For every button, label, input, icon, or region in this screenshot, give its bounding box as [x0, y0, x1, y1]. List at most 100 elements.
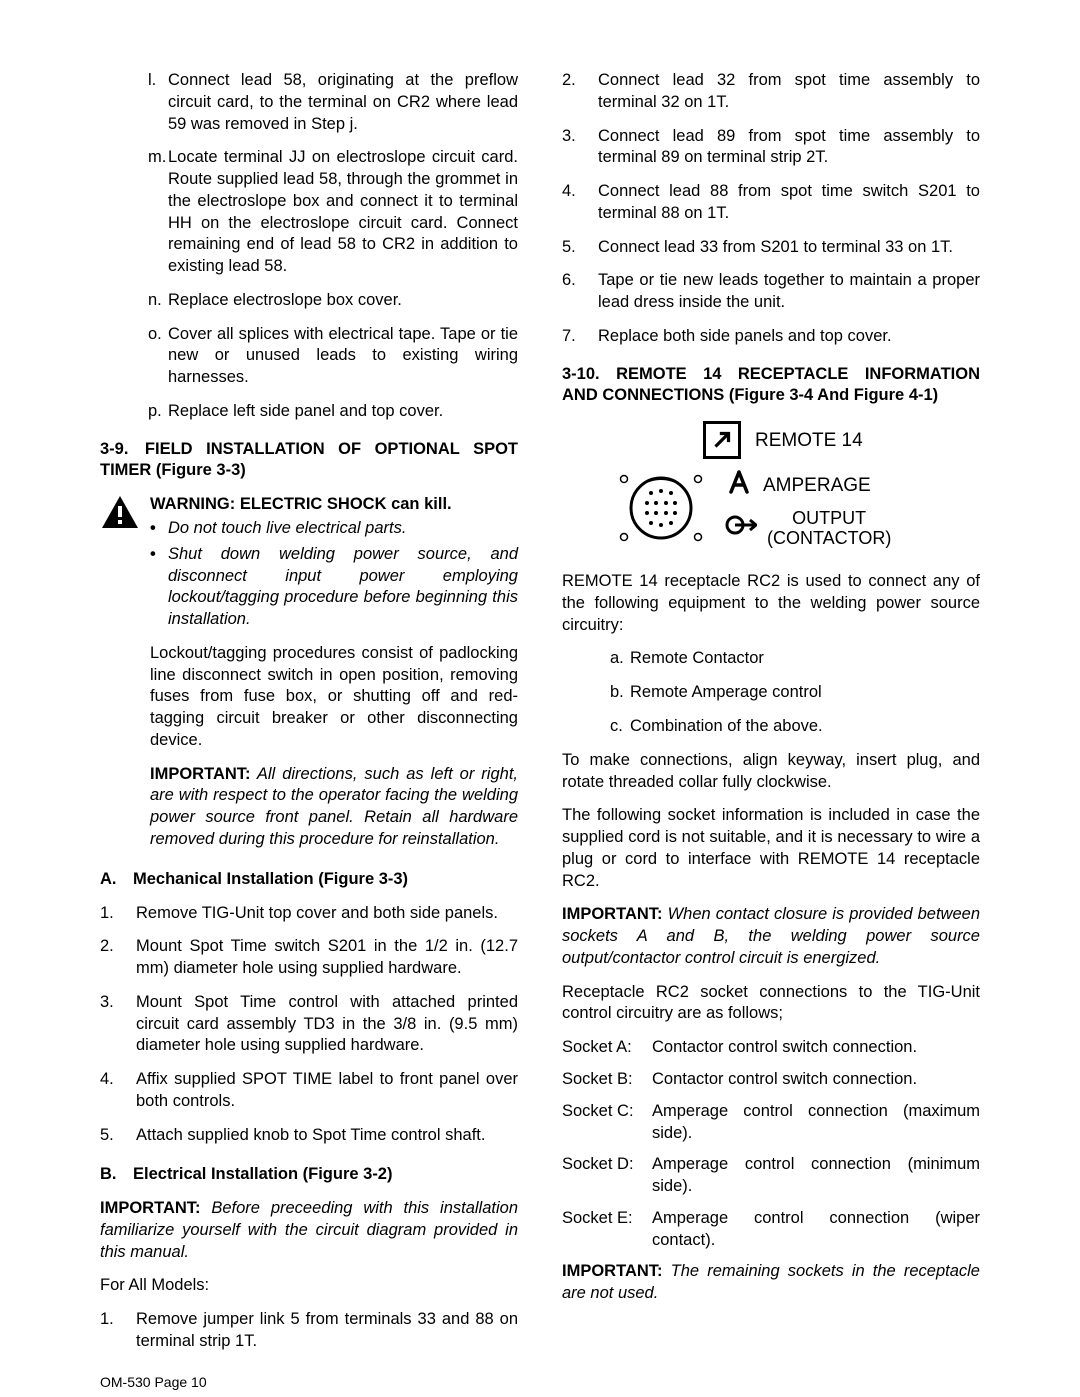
socket-desc: Amperage control connection (maximum sid…	[652, 1101, 980, 1145]
socket-info-intro: The following socket information is incl…	[562, 805, 980, 892]
marker: c.	[594, 716, 630, 738]
list-item: l. Connect lead 58, originating at the p…	[132, 70, 518, 135]
important-electrical: IMPORTANT: Before preceeding with this i…	[100, 1198, 518, 1263]
text: Replace both side panels and top cover.	[598, 326, 980, 348]
marker: 4.	[100, 1069, 136, 1113]
text: Replace electroslope box cover.	[168, 290, 518, 312]
important-directions: IMPORTANT: All directions, such as left …	[150, 764, 518, 851]
list-item: 3. Connect lead 89 from spot time assemb…	[562, 126, 980, 170]
socket-label: Socket D:	[562, 1154, 652, 1198]
remote-desc: REMOTE 14 receptacle RC2 is used to conn…	[562, 571, 980, 636]
list-item: 5. Attach supplied knob to Spot Time con…	[100, 1125, 518, 1147]
warning-title: WARNING: ELECTRIC SHOCK can kill.	[150, 494, 518, 516]
section-heading-3-9: 3-9. FIELD INSTALLATION OF OPTIONAL SPOT…	[100, 439, 518, 483]
socket-row: Socket A: Contactor control switch conne…	[562, 1037, 980, 1059]
text: Mount Spot Time control with attached pr…	[136, 992, 518, 1057]
marker: l.	[132, 70, 168, 135]
lockout-paragraph: Lockout/tagging procedures consist of pa…	[150, 643, 518, 752]
socket-row: Socket D: Amperage control connection (m…	[562, 1154, 980, 1198]
marker: p.	[132, 401, 168, 423]
socket-label: Socket E:	[562, 1208, 652, 1252]
important-closure: IMPORTANT: When contact closure is provi…	[562, 904, 980, 969]
subsection-a: A. Mechanical Installation (Figure 3-3)	[100, 869, 518, 891]
marker: 6.	[562, 270, 598, 314]
remote14-label: REMOTE 14	[755, 428, 863, 453]
marker: a.	[594, 648, 630, 670]
important-label: IMPORTANT:	[562, 1262, 663, 1280]
warning-block: WARNING: ELECTRIC SHOCK can kill. • Do n…	[100, 494, 518, 540]
connection-instructions: To make connections, align keyway, inser…	[562, 750, 980, 794]
marker: 4.	[562, 181, 598, 225]
text: Combination of the above.	[630, 716, 980, 738]
bullet-text: Do not touch live electrical parts.	[168, 518, 406, 540]
list-item: 1. Remove jumper link 5 from terminals 3…	[100, 1309, 518, 1353]
marker: 2.	[562, 70, 598, 114]
text: Tape or tie new leads together to mainta…	[598, 270, 980, 314]
text: Connect lead 88 from spot time switch S2…	[598, 181, 980, 225]
important-label: IMPORTANT:	[562, 905, 663, 923]
warning-bullet: • Do not touch live electrical parts.	[150, 518, 518, 540]
list-item: m. Locate terminal JJ on electroslope ci…	[132, 147, 518, 278]
socket-label: Socket A:	[562, 1037, 652, 1059]
text: Remove jumper link 5 from terminals 33 a…	[136, 1309, 518, 1353]
bullet-dot: •	[150, 544, 162, 631]
socket-label: Socket C:	[562, 1101, 652, 1145]
text: Connect lead 33 from S201 to terminal 33…	[598, 237, 980, 259]
socket-label: Socket B:	[562, 1069, 652, 1091]
list-item: o. Cover all splices with electrical tap…	[132, 324, 518, 389]
warning-icon	[100, 494, 140, 537]
amperage-icon	[725, 468, 753, 503]
list-item: n. Replace electroslope box cover.	[132, 290, 518, 312]
marker: b.	[594, 682, 630, 704]
list-item: 2. Connect lead 32 from spot time assemb…	[562, 70, 980, 114]
list-item: 7. Replace both side panels and top cove…	[562, 326, 980, 348]
socket-desc: Amperage control connection (wiper conta…	[652, 1208, 980, 1252]
important-label: IMPORTANT:	[150, 765, 251, 783]
list-item: 4. Connect lead 88 from spot time switch…	[562, 181, 980, 225]
text: Replace left side panel and top cover.	[168, 401, 518, 423]
text: Attach supplied knob to Spot Time contro…	[136, 1125, 518, 1147]
marker: m.	[132, 147, 168, 278]
left-column: l. Connect lead 58, originating at the p…	[100, 70, 518, 1391]
amperage-label: AMPERAGE	[763, 473, 871, 498]
connector-icon	[611, 463, 711, 553]
list-item: 5. Connect lead 33 from S201 to terminal…	[562, 237, 980, 259]
socket-row: Socket E: Amperage control connection (w…	[562, 1208, 980, 1252]
marker: 5.	[562, 237, 598, 259]
remote14-diagram: REMOTE 14	[611, 421, 931, 553]
marker: 3.	[562, 126, 598, 170]
list-item: 2. Mount Spot Time switch S201 in the 1/…	[100, 936, 518, 980]
text: Connect lead 89 from spot time assembly …	[598, 126, 980, 170]
page-footer: OM-530 Page 10	[100, 1373, 518, 1391]
marker: 7.	[562, 326, 598, 348]
socket-table: Socket A: Contactor control switch conne…	[562, 1037, 980, 1251]
marker: 1.	[100, 1309, 136, 1353]
marker: 3.	[100, 992, 136, 1057]
list-item: 3. Mount Spot Time control with attached…	[100, 992, 518, 1057]
socket-desc: Contactor control switch connection.	[652, 1037, 980, 1059]
marker: o.	[132, 324, 168, 389]
list-item: 6. Tape or tie new leads together to mai…	[562, 270, 980, 314]
for-all-models: For All Models:	[100, 1275, 518, 1297]
warning-body: WARNING: ELECTRIC SHOCK can kill. • Do n…	[150, 494, 518, 540]
marker: n.	[132, 290, 168, 312]
section-heading-3-10: 3-10. REMOTE 14 RECEPTACLE INFORMATION A…	[562, 364, 980, 408]
marker: 1.	[100, 903, 136, 925]
socket-connections-intro: Receptacle RC2 socket connections to the…	[562, 982, 980, 1026]
list-item: c. Combination of the above.	[594, 716, 980, 738]
text: Locate terminal JJ on electroslope circu…	[168, 147, 518, 278]
important-label: IMPORTANT:	[100, 1199, 201, 1217]
text: Remove TIG-Unit top cover and both side …	[136, 903, 518, 925]
remote-arrow-icon	[703, 421, 741, 459]
list-item: 1. Remove TIG-Unit top cover and both si…	[100, 903, 518, 925]
text: Remote Contactor	[630, 648, 980, 670]
output-icon	[725, 511, 757, 546]
subsection-b: B. Electrical Installation (Figure 3-2)	[100, 1164, 518, 1186]
text: Connect lead 58, originating at the pref…	[168, 70, 518, 135]
socket-desc: Contactor control switch connection.	[652, 1069, 980, 1091]
warning-bullet2: • Shut down welding power source, and di…	[150, 544, 518, 631]
text: Cover all splices with electrical tape. …	[168, 324, 518, 389]
bullet-dot: •	[150, 518, 162, 540]
text: Affix supplied SPOT TIME label to front …	[136, 1069, 518, 1113]
socket-desc: Amperage control connection (minimum sid…	[652, 1154, 980, 1198]
